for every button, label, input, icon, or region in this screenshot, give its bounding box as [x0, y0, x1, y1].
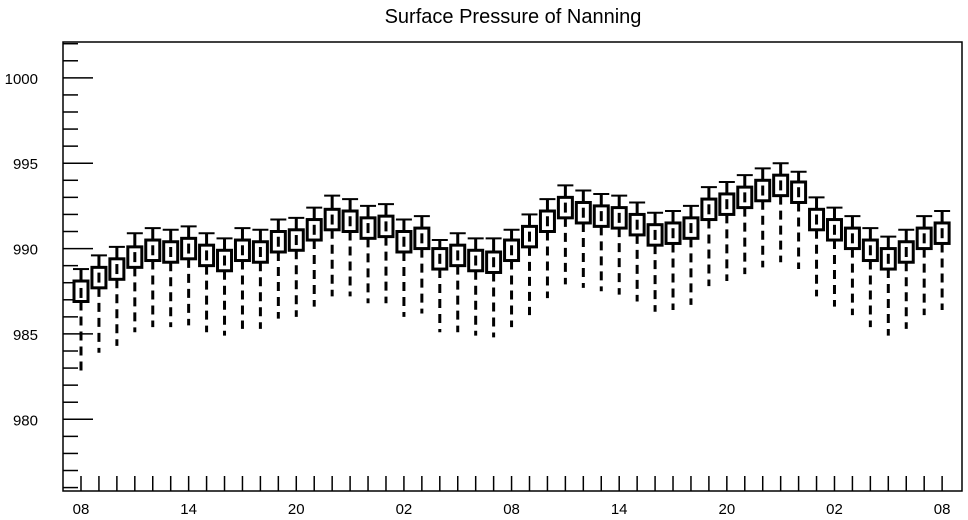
box-plot-item [825, 206, 843, 307]
box-plot-item [521, 213, 538, 316]
box-plot-item [90, 254, 108, 353]
box-plot-item [664, 210, 682, 311]
box-plot-item [305, 206, 323, 307]
y-tick-label: 985 [13, 327, 38, 344]
box-plot-item [843, 215, 861, 316]
box-plot-item [628, 201, 646, 302]
box-plot-item [359, 204, 377, 304]
box-plot-item [144, 227, 162, 328]
y-tick-label: 990 [13, 242, 38, 259]
plot-frame [62, 41, 963, 492]
x-axis: 08 14 20 02 08 14 20 02 08 [73, 476, 951, 518]
chart-title: Surface Pressure of Nanning [385, 6, 642, 28]
box-plot-item [915, 215, 933, 316]
box-plot-item [485, 237, 503, 338]
box-plot-item [162, 228, 180, 328]
x-tick-label: 02 [396, 501, 413, 518]
box-plot-item [269, 218, 287, 319]
box-plot-item [897, 228, 915, 329]
y-tick-label: 995 [13, 156, 38, 173]
box-plot-item [287, 216, 305, 317]
x-tick-label: 20 [718, 501, 735, 518]
y-tick-label: 980 [13, 412, 38, 429]
x-tick-label: 14 [611, 501, 628, 518]
box-plot-item [323, 194, 341, 297]
box-plot-item [861, 227, 879, 328]
box-plot-item [718, 180, 736, 282]
box-plot-item [700, 186, 718, 287]
box-plot-item [754, 167, 772, 268]
box-plot-item [108, 245, 126, 346]
y-tick-label: 1000 [5, 71, 38, 88]
box-plot-item [879, 235, 897, 336]
x-tick-label: 20 [288, 501, 305, 518]
box-plot-item [682, 204, 700, 305]
box-plot-item [72, 268, 90, 372]
box-plot-item [736, 174, 754, 275]
box-plot-item [413, 215, 431, 314]
box-plot-item [233, 227, 251, 329]
plot-frame-border [62, 41, 963, 492]
x-tick-label: 08 [934, 501, 951, 518]
box-plot-item [467, 237, 485, 336]
box-plot-item [574, 189, 592, 288]
box-plot-item [790, 170, 808, 270]
box-plot-item [503, 228, 521, 328]
box-plot-item [251, 228, 269, 329]
box-plot-item [341, 198, 359, 297]
box-plot-item [198, 232, 216, 333]
box-plot-item [610, 194, 628, 295]
box-plot-item [180, 225, 198, 326]
box-plot-item [772, 162, 790, 263]
box-plot-item [395, 218, 413, 317]
x-tick-label: 02 [826, 501, 843, 518]
box-plot-item [126, 232, 144, 333]
box-series [72, 162, 951, 372]
box-plot-item [592, 192, 610, 292]
x-tick-label: 08 [73, 501, 90, 518]
box-plot-item [538, 198, 556, 299]
box-plot-item [556, 184, 574, 285]
box-plot-item [646, 211, 664, 312]
box-plot-item [216, 237, 234, 336]
box-plot-item [431, 239, 449, 333]
box-plot-item [377, 203, 395, 304]
box-plot-item [933, 210, 951, 311]
x-tick-label: 14 [180, 501, 197, 518]
box-plot-item [449, 232, 467, 333]
y-axis: 980 985 990 995 1000 [5, 42, 93, 489]
box-plot-item [808, 196, 826, 297]
x-tick-label: 08 [503, 501, 520, 518]
